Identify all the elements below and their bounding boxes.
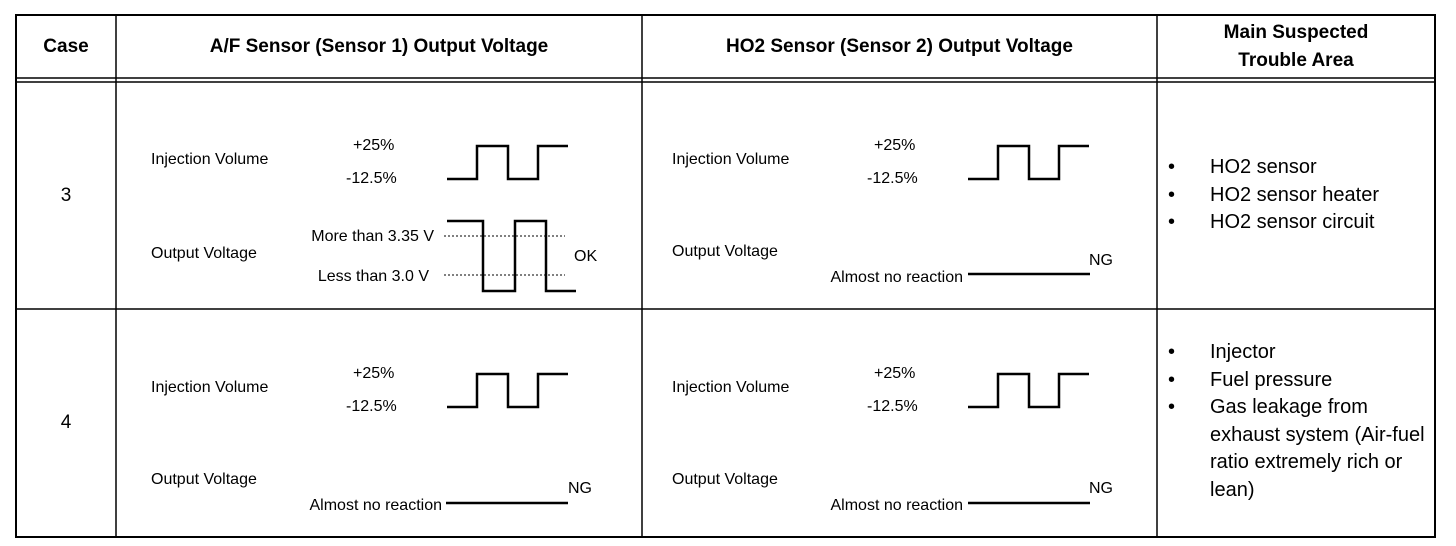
injection-low-label: -12.5% [346,398,397,415]
trouble-list: HO2 sensor HO2 sensor heater HO2 sensor … [1160,154,1430,237]
trouble-item: Injector [1160,339,1430,367]
injection-volume-label: Injection Volume [672,151,790,168]
trouble-item: HO2 sensor circuit [1160,209,1430,237]
injection-low-label: -12.5% [867,398,918,415]
output-voltage-label: Output Voltage [151,471,257,488]
case-number: 3 [60,185,72,206]
trouble-list: Injector Fuel pressure Gas leakage from … [1160,339,1430,504]
injection-high-label: +25% [353,137,395,154]
trouble-item: HO2 sensor [1160,154,1430,182]
af-output-waveform-switching [447,219,576,293]
injection-high-label: +25% [874,365,916,382]
output-voltage-label: Output Voltage [151,245,257,262]
result-ng: NG [1089,480,1113,497]
level-high-label: More than 3.35 V [311,228,434,245]
no-reaction-label: Almost no reaction [309,497,442,514]
case-number: 4 [60,412,72,433]
result-ng: NG [568,480,592,497]
ho2-injection-waveform [968,144,1089,181]
header-case: Case [43,36,89,57]
af-injection-waveform [447,144,568,181]
header-af-sensor: A/F Sensor (Sensor 1) Output Voltage [209,36,549,57]
trouble-item: HO2 sensor heater [1160,182,1430,210]
trouble-item: Fuel pressure [1160,367,1430,395]
header-ho2-sensor: HO2 Sensor (Sensor 2) Output Voltage [726,36,1073,57]
trouble-item: Gas leakage from exhaust system (Air-fue… [1160,394,1430,504]
af-injection-waveform [447,372,568,409]
ho2-injection-waveform [968,372,1089,409]
injection-volume-label: Injection Volume [672,379,790,396]
result-ng: NG [1089,252,1113,269]
header-trouble-area: Main Suspected Trouble Area [1157,19,1435,75]
output-voltage-label: Output Voltage [672,471,778,488]
injection-low-label: -12.5% [346,170,397,187]
no-reaction-label: Almost no reaction [830,497,963,514]
injection-volume-label: Injection Volume [151,379,269,396]
injection-high-label: +25% [874,137,916,154]
injection-high-label: +25% [353,365,395,382]
injection-volume-label: Injection Volume [151,151,269,168]
output-voltage-label: Output Voltage [672,243,778,260]
result-ok: OK [574,248,598,265]
no-reaction-label: Almost no reaction [830,269,963,286]
injection-low-label: -12.5% [867,170,918,187]
table-border [15,14,1436,538]
header-trouble-area-line1: Main Suspected [1223,22,1369,43]
level-low-label: Less than 3.0 V [317,268,429,285]
header-trouble-area-line2: Trouble Area [1238,50,1354,71]
